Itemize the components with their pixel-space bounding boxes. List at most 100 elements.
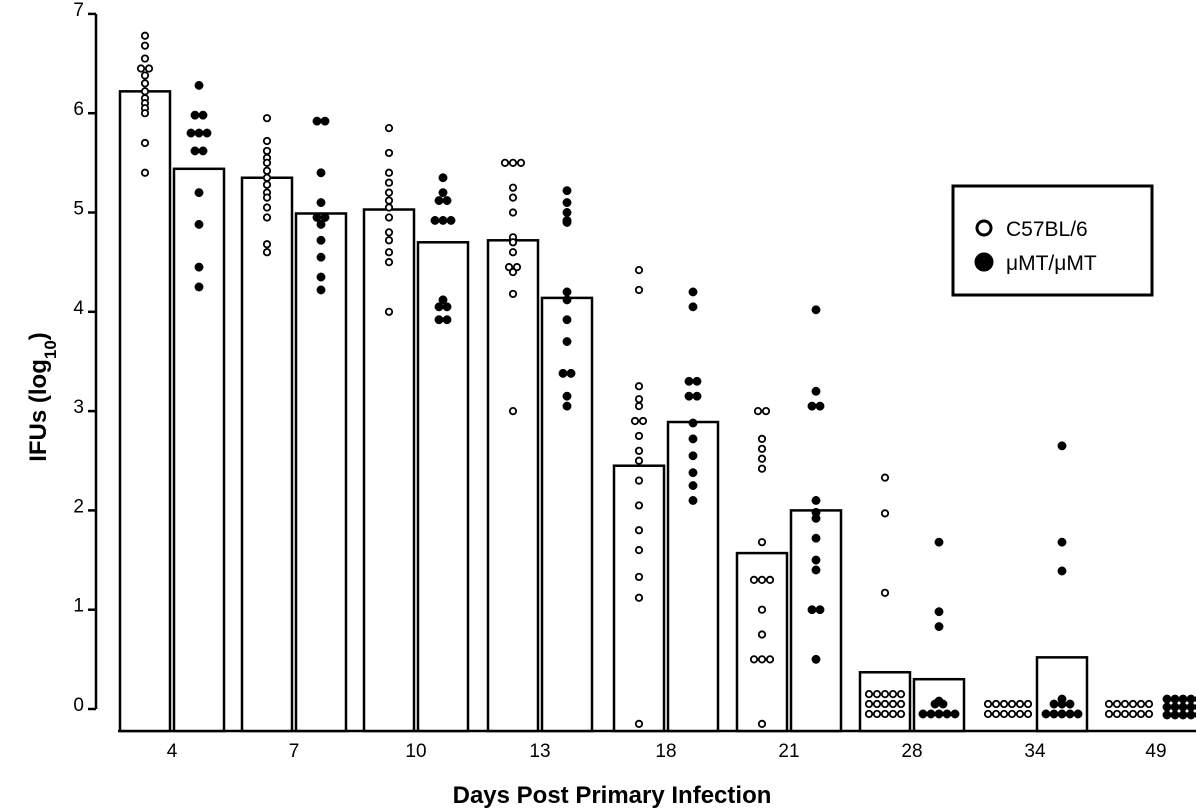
point-mumt (1057, 537, 1067, 547)
point-c57bl6 (630, 416, 640, 426)
point-mumt (811, 654, 821, 664)
point-c57bl6 (384, 123, 394, 133)
point-c57bl6 (384, 228, 394, 237)
point-c57bl6 (508, 158, 518, 167)
point-mumt (942, 709, 952, 719)
point-c57bl6 (1007, 709, 1017, 719)
point-c57bl6 (757, 719, 767, 728)
point-c57bl6 (634, 546, 644, 555)
point-c57bl6 (1104, 709, 1114, 719)
point-c57bl6 (634, 593, 644, 602)
point-mumt (815, 401, 825, 411)
point-c57bl6 (888, 699, 898, 709)
point-mumt (934, 537, 944, 547)
point-c57bl6 (262, 213, 272, 222)
point-mumt (320, 116, 330, 126)
y-axis-label-subscript: 10 (41, 340, 60, 359)
point-mumt (316, 168, 326, 178)
point-mumt (562, 208, 572, 217)
point-c57bl6 (983, 699, 993, 709)
point-mumt (198, 146, 208, 156)
point-mumt (438, 173, 448, 183)
point-c57bl6 (634, 501, 644, 510)
point-c57bl6 (508, 248, 518, 257)
point-mumt (316, 219, 326, 229)
point-mumt (926, 709, 936, 719)
point-mumt (692, 376, 702, 386)
bar-mumt (540, 296, 594, 733)
point-mumt (918, 709, 928, 719)
point-mumt (562, 217, 572, 227)
point-mumt (688, 287, 698, 297)
point-c57bl6 (384, 196, 394, 205)
point-mumt (430, 215, 440, 225)
legend-box (951, 184, 1154, 297)
point-mumt (438, 188, 448, 198)
point-c57bl6 (757, 434, 767, 444)
point-c57bl6 (880, 473, 890, 482)
point-c57bl6 (512, 263, 522, 272)
point-mumt (934, 607, 944, 617)
point-mumt (811, 496, 821, 505)
point-c57bl6 (634, 265, 644, 275)
point-mumt (811, 305, 821, 315)
point-mumt (562, 401, 572, 411)
point-c57bl6 (140, 87, 150, 96)
point-c57bl6 (262, 136, 272, 146)
x-axis-label: Days Post Primary Infection (453, 782, 772, 809)
point-c57bl6 (508, 406, 518, 416)
point-mumt (442, 315, 452, 325)
point-c57bl6 (896, 709, 906, 719)
point-c57bl6 (262, 173, 272, 182)
point-c57bl6 (638, 416, 648, 426)
point-mumt (320, 213, 330, 222)
point-c57bl6 (1128, 699, 1138, 709)
svg-text:IFUs (log10): IFUs (log10) (25, 332, 60, 462)
point-c57bl6 (500, 158, 510, 167)
point-c57bl6 (999, 699, 1009, 709)
point-c57bl6 (757, 655, 767, 664)
bar-mumt (1035, 656, 1089, 733)
bar-c57bl6 (362, 208, 416, 733)
point-c57bl6 (765, 655, 775, 664)
point-c57bl6 (880, 690, 890, 699)
point-c57bl6 (262, 240, 272, 249)
point-c57bl6 (1112, 709, 1122, 719)
point-c57bl6 (384, 307, 394, 316)
point-mumt (1057, 441, 1067, 451)
point-mumt (558, 368, 568, 378)
x-tick-label: 21 (778, 741, 799, 762)
point-c57bl6 (1007, 699, 1017, 709)
point-mumt (684, 391, 694, 401)
point-c57bl6 (880, 709, 890, 719)
point-mumt (1049, 709, 1059, 719)
point-c57bl6 (262, 146, 272, 156)
point-c57bl6 (872, 709, 882, 719)
point-mumt (688, 302, 698, 312)
point-mumt (434, 302, 444, 312)
point-c57bl6 (262, 166, 272, 175)
point-mumt (202, 128, 212, 138)
point-c57bl6 (1104, 699, 1114, 709)
y-axis-label-main: IFUs (log (25, 359, 52, 462)
point-c57bl6 (634, 572, 644, 582)
point-c57bl6 (508, 267, 518, 277)
point-mumt (438, 215, 448, 225)
point-mumt (1186, 710, 1196, 720)
point-c57bl6 (1120, 709, 1130, 719)
point-c57bl6 (896, 690, 906, 699)
point-c57bl6 (1023, 699, 1033, 709)
point-c57bl6 (140, 31, 150, 40)
legend: C57BL/6 μMT/μMT (951, 184, 1154, 297)
point-mumt (1041, 709, 1051, 719)
point-mumt (1178, 694, 1188, 704)
point-c57bl6 (262, 158, 272, 167)
point-c57bl6 (864, 709, 874, 719)
y-tick-label: 7 (73, 0, 84, 21)
point-mumt (1162, 710, 1172, 720)
bar-mumt (789, 509, 843, 733)
point-mumt (194, 128, 204, 138)
point-c57bl6 (384, 203, 394, 212)
point-c57bl6 (634, 456, 644, 465)
